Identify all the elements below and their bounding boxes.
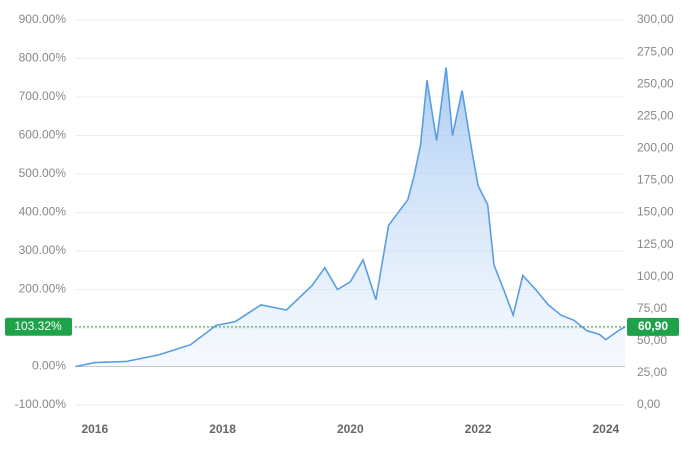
y-tick-label: 300.00% — [19, 243, 67, 257]
y-tick-label: 400.00% — [19, 205, 67, 219]
y2-tick-label: 300,00 — [637, 12, 674, 26]
y-tick-label: 200.00% — [19, 282, 67, 296]
y2-tick-label: 200,00 — [637, 141, 674, 155]
x-tick-label: 2018 — [209, 422, 236, 436]
y-tick-label: 700.00% — [19, 89, 67, 103]
y-tick-label: 600.00% — [19, 128, 67, 142]
price-badge — [627, 317, 679, 336]
price-label: 60,90 — [638, 319, 668, 333]
y-tick-label: -100.00% — [15, 397, 67, 411]
x-tick-label: 2024 — [592, 422, 619, 436]
y2-tick-label: 250,00 — [637, 76, 674, 90]
percent-badge — [5, 317, 72, 336]
y2-tick-label: 75,00 — [637, 301, 667, 315]
y2-tick-label: 150,00 — [637, 205, 674, 219]
y2-tick-label: 25,00 — [637, 365, 667, 379]
percent-label: 103.32% — [14, 319, 62, 333]
y2-tick-label: 125,00 — [637, 237, 674, 251]
y2-tick-label: 175,00 — [637, 173, 674, 187]
x-tick-label: 2020 — [337, 422, 364, 436]
y-tick-label: 500.00% — [19, 166, 67, 180]
y2-tick-label: 225,00 — [637, 108, 674, 122]
y2-tick-label: 0,00 — [637, 397, 661, 411]
y-tick-label: 900.00% — [19, 12, 67, 26]
x-tick-label: 2016 — [81, 422, 108, 436]
y-tick-label: 0.00% — [32, 359, 66, 373]
x-tick-label: 2022 — [465, 422, 492, 436]
area — [75, 67, 626, 367]
y-tick-label: 800.00% — [19, 51, 67, 65]
y2-tick-label: 50,00 — [637, 333, 667, 347]
line — [75, 67, 626, 368]
y2-tick-label: 275,00 — [637, 44, 674, 58]
y2-tick-label: 100,00 — [637, 269, 674, 283]
